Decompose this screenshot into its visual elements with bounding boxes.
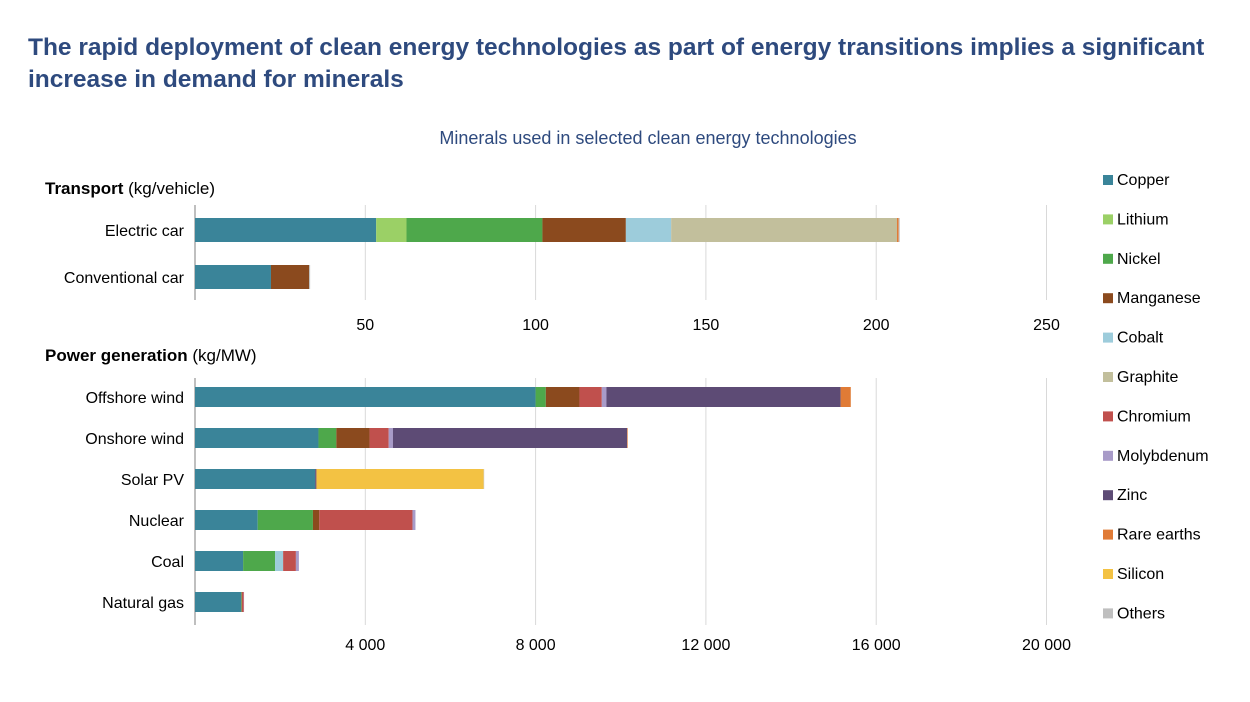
bar-segment-chromium <box>283 551 296 571</box>
bar-segment-molybdenum <box>412 510 416 530</box>
legend-label: Chromium <box>1117 408 1191 425</box>
bar-segment-copper <box>195 265 271 289</box>
legend-swatch <box>1103 372 1113 382</box>
legend-swatch <box>1103 214 1113 225</box>
legend-label: Cobalt <box>1117 330 1164 347</box>
legend-swatch <box>1103 529 1113 540</box>
legend-label: Rare earths <box>1117 527 1201 544</box>
legend-swatch <box>1103 608 1113 619</box>
bar-segment-nickel <box>243 551 276 571</box>
bar-segment-manganese <box>312 510 320 530</box>
legend-label: Molybdenum <box>1117 448 1209 465</box>
bar-segment-others <box>309 265 311 289</box>
bar-segment-copper <box>195 592 241 612</box>
category-label: Natural gas <box>102 595 184 612</box>
legend-label: Nickel <box>1117 251 1161 268</box>
legend-label: Others <box>1117 605 1165 622</box>
panel-title: Transport (kg/vehicle) <box>45 179 215 198</box>
x-tick-label: 20 000 <box>1022 637 1071 654</box>
bar-segment-rare-earths <box>840 387 851 407</box>
category-label: Onshore wind <box>85 431 184 448</box>
bar-segment-manganese <box>545 387 580 407</box>
page-title: The rapid deployment of clean energy tec… <box>28 34 1205 93</box>
legend-label: Silicon <box>1117 566 1164 583</box>
bar-segment-copper <box>195 218 377 242</box>
x-tick-label: 12 000 <box>681 637 730 654</box>
legend-swatch <box>1103 490 1113 501</box>
legend-label: Copper <box>1117 172 1170 189</box>
category-label: Solar PV <box>121 472 184 489</box>
legend-swatch <box>1103 332 1113 343</box>
bar-segment-copper <box>195 551 244 571</box>
bar-segment-chromium <box>369 428 389 448</box>
bar-segment-graphite <box>671 218 897 242</box>
bar-segment-lithium <box>376 218 407 242</box>
chart-title: Minerals used in selected clean energy t… <box>439 128 857 148</box>
bar-segment-molybdenum <box>388 428 393 448</box>
x-tick-label: 16 000 <box>852 637 901 654</box>
x-tick-label: 50 <box>356 317 374 334</box>
bar-segment-nickel <box>257 510 313 530</box>
bar-segment-chromium <box>319 510 413 530</box>
bar-segment-copper <box>195 387 536 407</box>
legend-label: Graphite <box>1117 369 1178 386</box>
bar-segment-molybdenum <box>295 551 299 571</box>
bar-segment-manganese <box>270 265 310 289</box>
x-tick-label: 200 <box>863 317 890 334</box>
category-label: Conventional car <box>64 270 185 287</box>
category-label: Electric car <box>105 223 185 240</box>
bar-segment-rare-earths <box>627 428 628 448</box>
legend-swatch <box>1103 450 1113 461</box>
bar-segment-molybdenum <box>601 387 607 407</box>
x-tick-label: 250 <box>1033 317 1060 334</box>
legend-label: Zinc <box>1117 487 1147 504</box>
category-label: Offshore wind <box>86 390 184 407</box>
x-tick-label: 150 <box>693 317 720 334</box>
bar-segment-rare-earths <box>896 218 899 242</box>
bar-segment-nickel <box>240 592 242 612</box>
panel-title: Power generation (kg/MW) <box>45 346 257 365</box>
legend-swatch <box>1103 569 1113 579</box>
bar-segment-nickel <box>318 428 337 448</box>
category-label: Nuclear <box>129 513 185 530</box>
bar-segment-nickel <box>406 218 543 242</box>
x-tick-label: 4 000 <box>345 637 385 654</box>
bar-segment-silicon <box>316 469 484 489</box>
bar-segment-chromium <box>241 592 244 612</box>
bar-segment-chromium <box>579 387 602 407</box>
legend-label: Lithium <box>1117 211 1169 228</box>
legend-swatch <box>1103 253 1113 264</box>
legend-swatch <box>1103 175 1113 185</box>
bar-segment-zinc <box>606 387 841 407</box>
bar-segment-copper <box>195 428 319 448</box>
category-label: Coal <box>151 554 184 571</box>
bar-segment-others <box>898 218 900 242</box>
bar-segment-zinc <box>392 428 628 448</box>
legend-label: Manganese <box>1117 290 1201 307</box>
bar-segment-copper <box>195 510 258 530</box>
legend-swatch <box>1103 411 1113 422</box>
bar-segment-cobalt <box>625 218 672 242</box>
x-tick-label: 8 000 <box>516 637 556 654</box>
bar-segment-manganese <box>542 218 626 242</box>
legend-swatch <box>1103 293 1113 304</box>
bar-segment-nickel <box>535 387 546 407</box>
x-tick-label: 100 <box>522 317 549 334</box>
bar-segment-cobalt <box>275 551 284 571</box>
bar-segment-manganese <box>336 428 370 448</box>
bar-segment-zinc <box>315 469 317 489</box>
bar-segment-copper <box>195 469 316 489</box>
